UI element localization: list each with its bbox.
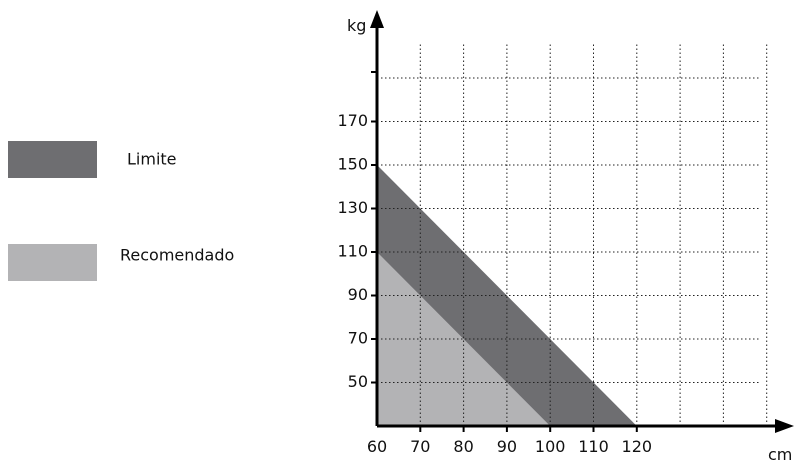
y-axis-arrow: [370, 10, 384, 28]
area-recomendado: [377, 252, 551, 426]
x-tick-label: 100: [535, 437, 566, 456]
y-tick-label: 130: [337, 198, 368, 217]
y-axis-unit: kg: [347, 16, 366, 35]
legend-label-limite: Limite: [127, 150, 177, 169]
y-tick-label: 170: [337, 111, 368, 130]
legend-swatch-recomendado: [8, 244, 97, 281]
y-tick-label: 50: [348, 372, 368, 391]
y-tick-label: 90: [348, 285, 368, 304]
legend: Limite Recomendado: [8, 141, 234, 281]
x-tick-label: 90: [497, 437, 517, 456]
x-axis-arrow: [775, 419, 794, 433]
x-tick-label: 120: [622, 437, 653, 456]
plot-area: 50 70 90 110 130 150 170 60 70 80 90 100 110 120: [337, 10, 794, 456]
x-tick-label: 70: [410, 437, 430, 456]
y-tick-label: 70: [348, 329, 368, 348]
x-tick-label: 80: [453, 437, 473, 456]
y-tick-label: 150: [337, 155, 368, 174]
x-tick-label: 110: [578, 437, 609, 456]
y-tick-label: 110: [337, 242, 368, 261]
legend-swatch-limite: [8, 141, 97, 178]
x-tick-label: 60: [367, 437, 387, 456]
x-axis-unit: cm: [768, 445, 792, 463]
legend-label-recomendado: Recomendado: [120, 246, 234, 265]
